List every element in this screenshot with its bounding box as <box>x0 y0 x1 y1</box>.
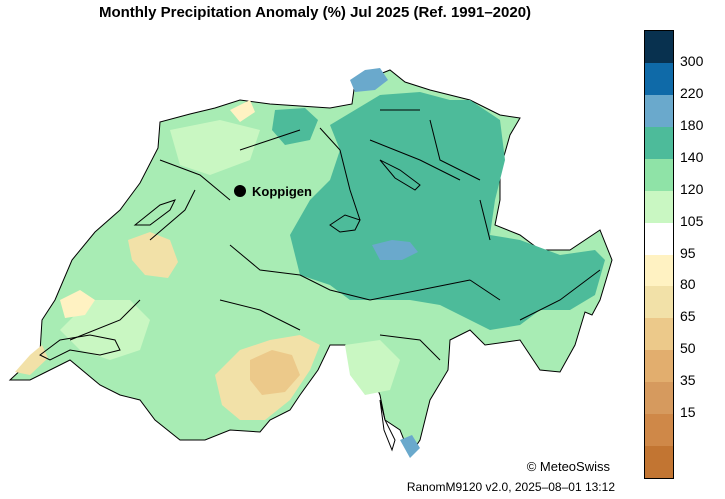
version-stamp: RanomM9120 v2.0, 2025–08–01 13:12 <box>406 480 615 494</box>
legend-label: 180 <box>680 116 704 133</box>
zone-140-east <box>290 92 605 330</box>
legend-swatch <box>645 126 673 159</box>
legend-swatch <box>645 222 673 255</box>
legend-label: 15 <box>680 404 696 421</box>
legend-label: 65 <box>680 308 696 325</box>
zone-50-valais <box>250 350 300 395</box>
legend-label: 50 <box>680 340 696 357</box>
legend-swatch <box>645 94 673 127</box>
lake-maggiore <box>379 399 396 452</box>
zone-180-central <box>372 240 418 260</box>
legend-swatch <box>645 62 673 95</box>
legend-label: 140 <box>680 148 704 165</box>
lake-zurich <box>379 159 421 191</box>
legend-swatch <box>645 190 673 223</box>
map-title: Monthly Precipitation Anomaly (%) Jul 20… <box>98 4 532 21</box>
credit: © MeteoSwiss <box>526 459 610 474</box>
koppigen-marker <box>234 185 246 197</box>
legend-swatch <box>645 31 673 63</box>
legend-swatch <box>645 254 673 287</box>
legend-label: 105 <box>680 212 704 229</box>
legend-swatch <box>645 382 673 415</box>
legend-label: 300 <box>680 52 704 69</box>
legend-label: 95 <box>680 244 696 261</box>
legend-swatch <box>645 446 673 478</box>
legend-swatch <box>645 286 673 319</box>
lake-lucerne <box>329 214 361 233</box>
zone-180-south <box>400 435 420 458</box>
legend-swatch <box>645 318 673 351</box>
zone-80-geneva <box>15 345 48 375</box>
legend-label: 80 <box>680 276 696 293</box>
legend-label: 120 <box>680 180 704 197</box>
zone-80-north <box>230 100 255 122</box>
legend-swatch <box>645 414 673 447</box>
zone-180-lake-constance <box>350 68 388 92</box>
legend-label: 35 <box>680 372 696 389</box>
zone-65-west <box>128 232 178 278</box>
legend-swatch <box>645 158 673 191</box>
zone-105-ticino <box>345 340 400 395</box>
legend-colorbar <box>644 30 674 479</box>
legend-label: 220 <box>680 84 704 101</box>
zone-105-jura <box>170 120 260 175</box>
zone-80-west2 <box>60 290 95 318</box>
koppigen-label: Koppigen <box>252 184 312 199</box>
lake-geneva <box>39 334 121 361</box>
lake-neuchatel <box>133 199 176 226</box>
border-lines <box>69 109 601 361</box>
legend-swatch <box>645 350 673 383</box>
